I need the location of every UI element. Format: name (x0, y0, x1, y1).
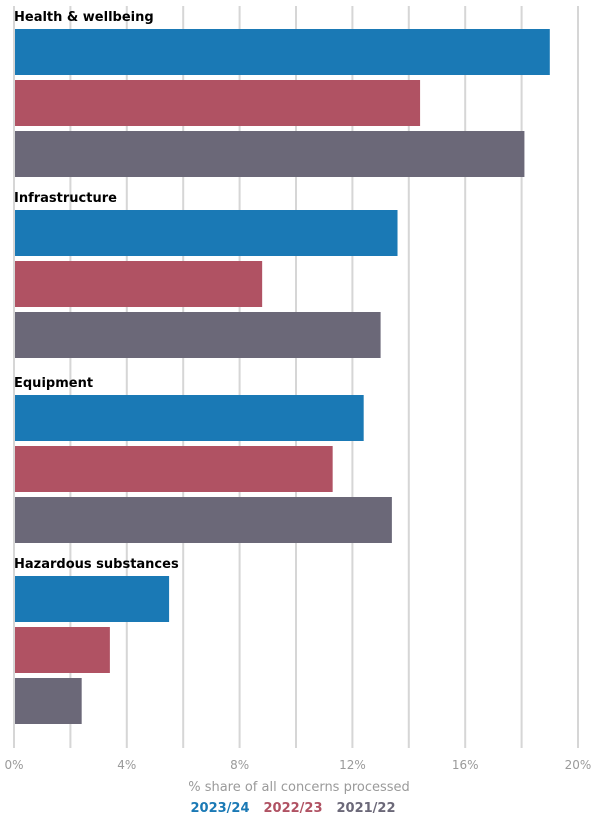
bar (15, 576, 170, 622)
gridlines (13, 6, 579, 748)
x-tick-label: 0% (4, 758, 23, 772)
legend-item: 2023/24 (190, 801, 249, 816)
bar (15, 131, 525, 177)
bars (15, 29, 550, 724)
bar (15, 29, 550, 75)
bar (15, 446, 333, 492)
category-label: Equipment (14, 376, 93, 391)
category-label: Health & wellbeing (14, 10, 154, 25)
bar (15, 678, 82, 724)
category-labels: Health & wellbeing Infrastructure Equipmen… (14, 10, 179, 572)
legend: 2023/24 2022/23 2021/22 (190, 801, 395, 816)
x-tick-label: 16% (452, 758, 479, 772)
bar (15, 627, 110, 673)
legend-item: 2021/22 (336, 801, 395, 816)
bar (15, 312, 381, 358)
bar (15, 261, 263, 307)
bar (15, 80, 421, 126)
bar (15, 497, 392, 543)
x-tick-labels: 0% 4% 8% 12% 16% 20% (4, 758, 591, 772)
x-tick-label: 12% (339, 758, 366, 772)
x-tick-label: 8% (230, 758, 249, 772)
x-tick-label: 4% (117, 758, 136, 772)
bar (15, 395, 364, 441)
category-label: Infrastructure (14, 191, 117, 206)
x-tick-label: 20% (565, 758, 592, 772)
x-axis-title: % share of all concerns processed (188, 780, 410, 795)
legend-item: 2022/23 (263, 801, 322, 816)
category-label: Hazardous substances (14, 557, 179, 572)
bar (15, 210, 398, 256)
